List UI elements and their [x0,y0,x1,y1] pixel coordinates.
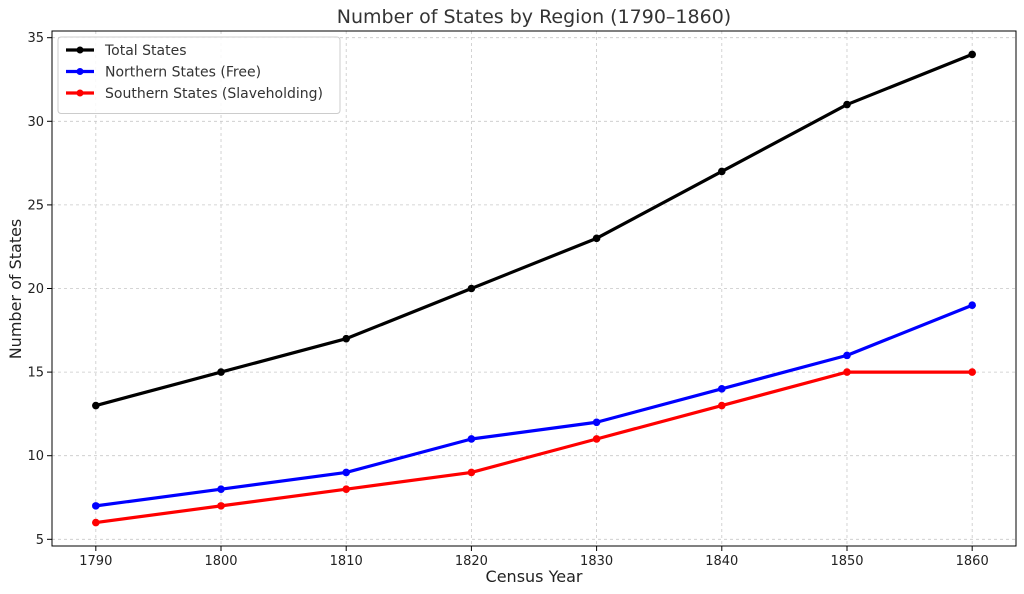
data-point [968,301,976,310]
x-tick-label: 1810 [330,554,363,569]
data-point [342,334,351,343]
y-tick-label: 35 [27,31,44,46]
x-tick-label: 1830 [580,554,613,569]
y-tick-label: 25 [27,198,44,213]
x-tick-label: 1800 [204,554,237,569]
data-point [467,468,476,477]
y-tick-label: 30 [27,115,44,130]
y-tick-label: 20 [27,282,44,297]
data-point [342,468,351,477]
legend-box [57,36,341,114]
x-tick-label: 1820 [455,554,488,569]
data-point [217,485,225,493]
series-line [94,303,974,508]
y-tick-label: 15 [27,366,44,381]
x-tick-label: 1840 [705,554,738,569]
series-line [94,52,974,408]
data-point [592,234,601,243]
data-point [717,167,726,176]
data-point [342,485,351,493]
legend-marker [76,89,84,97]
data-point [92,401,100,410]
legend-label: Total States [104,43,187,59]
data-point [843,351,851,360]
data-point [843,368,851,376]
data-point [92,502,100,510]
series-northern-states-free [92,301,976,510]
series-layer [92,50,976,527]
legend: Total States Northern States (Free) Southe… [57,36,341,114]
series-total-states [92,50,976,410]
series-southern-states-slaveholding [92,368,976,527]
axis-ticks: 1790 1800 1810 1820 1830 1840 1850 1860 5 10 15 20 2… [27,31,988,569]
data-point [92,518,100,527]
data-point [592,418,601,427]
data-point [217,502,225,510]
data-point [592,435,601,443]
x-tick-label: 1860 [956,554,989,569]
legend-label: Southern States (Slaveholding) [105,86,323,102]
series-line [94,370,974,525]
y-tick-label: 5 [36,533,44,548]
x-tick-label: 1790 [79,554,112,569]
data-point [968,50,976,59]
data-point [217,368,225,376]
legend-item: Total States [66,43,187,59]
data-point [717,401,726,410]
data-point [843,100,851,109]
legend-marker [76,46,84,54]
legend-marker [76,68,84,75]
data-point [717,385,726,393]
legend-label: Northern States (Free) [105,65,261,81]
legend-item: Southern States (Slaveholding) [66,86,323,102]
legend-item: Northern States (Free) [66,65,261,81]
y-axis-label: Number of States [6,219,25,360]
data-point [467,284,476,293]
y-tick-label: 10 [27,449,44,464]
chart-title: Number of States by Region (1790–1860) [337,6,731,28]
x-tick-label: 1850 [830,554,863,569]
data-point [968,368,976,376]
x-axis-label: Census Year [486,567,583,586]
data-point [467,435,476,443]
